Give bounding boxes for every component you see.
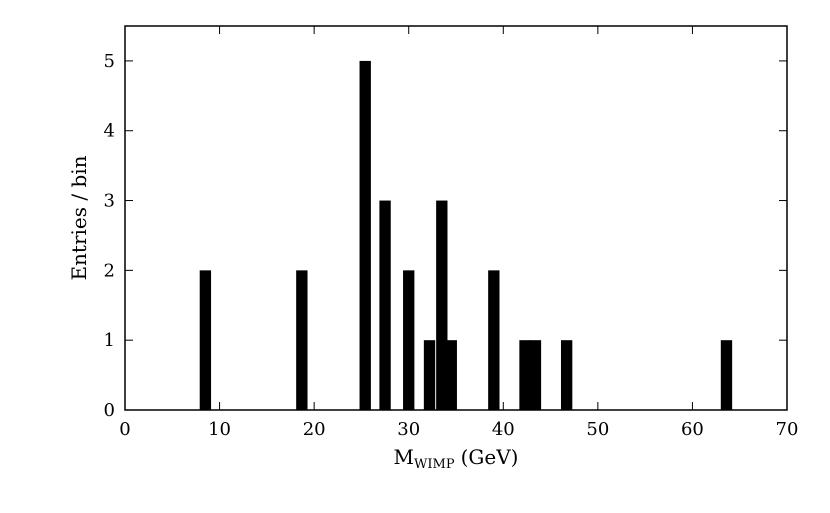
x-tick-label-30: 30 (397, 419, 420, 440)
x-axis-label: MWIMP (GeV) (394, 445, 519, 472)
y-tick-label-1: 1 (104, 330, 115, 351)
x-tick-label-10: 10 (208, 419, 231, 440)
ticks-group: 0 10 20 30 40 50 60 70 0 1 2 3 4 5 (104, 26, 799, 440)
bar-2 (359, 60, 371, 410)
bar-8 (488, 270, 500, 410)
plot-frame (124, 25, 788, 411)
y-tick-label-0: 0 (104, 400, 115, 421)
bar-5 (423, 340, 436, 410)
y-axis-label: Entries / bin (67, 155, 91, 280)
y-tick-label-2: 2 (104, 260, 115, 281)
bar-0 (199, 270, 212, 410)
bar-4 (403, 270, 415, 410)
bar-12 (720, 340, 733, 410)
bar-9 (519, 340, 531, 410)
x-tick-label-50: 50 (586, 419, 609, 440)
x-tick-label-40: 40 (492, 419, 515, 440)
bars-group (199, 60, 733, 410)
x-axis-label-main: M (394, 445, 414, 469)
x-tick-label-20: 20 (303, 419, 326, 440)
y-tick-label-3: 3 (104, 191, 115, 212)
y-tick-label-5: 5 (104, 51, 115, 72)
x-tick-label-60: 60 (681, 419, 704, 440)
bar-7 (445, 340, 457, 410)
bar-1 (296, 270, 308, 410)
x-tick-label-70: 70 (776, 419, 799, 440)
x-axis-label-subscript: WIMP (414, 457, 455, 472)
y-tick-label-4: 4 (104, 121, 115, 142)
bar-10 (529, 340, 542, 410)
x-axis-label-unit: (GeV) (461, 445, 519, 469)
x-tick-label-0: 0 (119, 419, 130, 440)
bar-11 (560, 340, 573, 410)
bar-3 (379, 200, 391, 410)
bar-6 (436, 200, 448, 410)
